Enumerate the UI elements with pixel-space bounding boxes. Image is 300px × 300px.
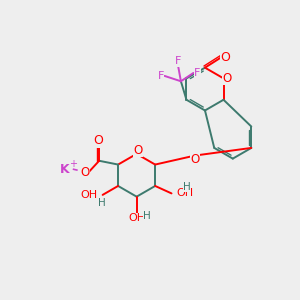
- Text: F: F: [194, 68, 200, 78]
- Text: +: +: [69, 159, 77, 169]
- Text: H: H: [98, 198, 106, 208]
- Text: F: F: [158, 71, 164, 81]
- Text: O: O: [81, 166, 90, 178]
- Text: OH: OH: [177, 188, 194, 198]
- Text: O: O: [220, 51, 230, 64]
- Text: O: O: [223, 72, 232, 85]
- Text: OH: OH: [129, 213, 146, 223]
- Text: O: O: [94, 134, 103, 147]
- Text: OH: OH: [80, 190, 97, 200]
- Text: F: F: [175, 56, 181, 66]
- Text: O: O: [190, 153, 200, 166]
- Text: O: O: [134, 143, 143, 157]
- Text: H: H: [143, 211, 151, 221]
- Text: H: H: [183, 182, 191, 192]
- Text: K: K: [60, 163, 70, 176]
